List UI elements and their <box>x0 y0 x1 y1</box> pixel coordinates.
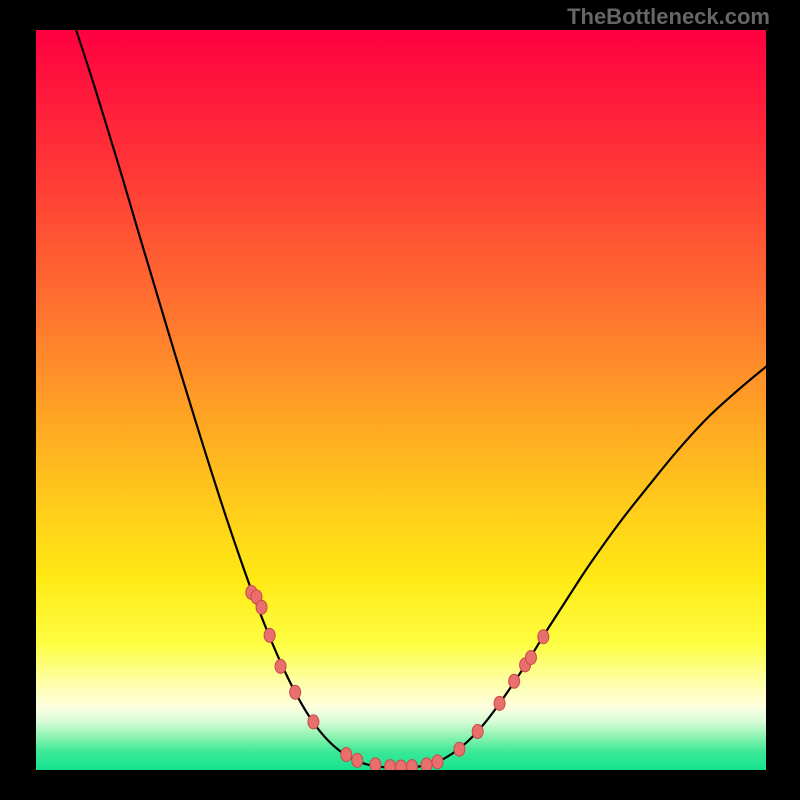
marker <box>256 600 267 614</box>
marker <box>406 760 417 770</box>
plot-area <box>36 30 766 770</box>
marker <box>472 725 483 739</box>
marker <box>494 696 505 710</box>
marker <box>432 755 443 769</box>
marker <box>454 742 465 756</box>
marker <box>538 630 549 644</box>
marker <box>275 659 286 673</box>
marker <box>421 758 432 770</box>
marker <box>509 674 520 688</box>
chart-frame: TheBottleneck.com <box>0 0 800 800</box>
marker <box>264 628 275 642</box>
marker <box>525 651 536 665</box>
marker <box>352 753 363 767</box>
chart-background <box>36 30 766 770</box>
marker <box>396 760 407 770</box>
marker <box>385 760 396 770</box>
bottleneck-chart <box>36 30 766 770</box>
watermark-label: TheBottleneck.com <box>567 4 770 30</box>
marker <box>341 747 352 761</box>
marker <box>370 758 381 770</box>
marker <box>290 685 301 699</box>
marker <box>308 715 319 729</box>
